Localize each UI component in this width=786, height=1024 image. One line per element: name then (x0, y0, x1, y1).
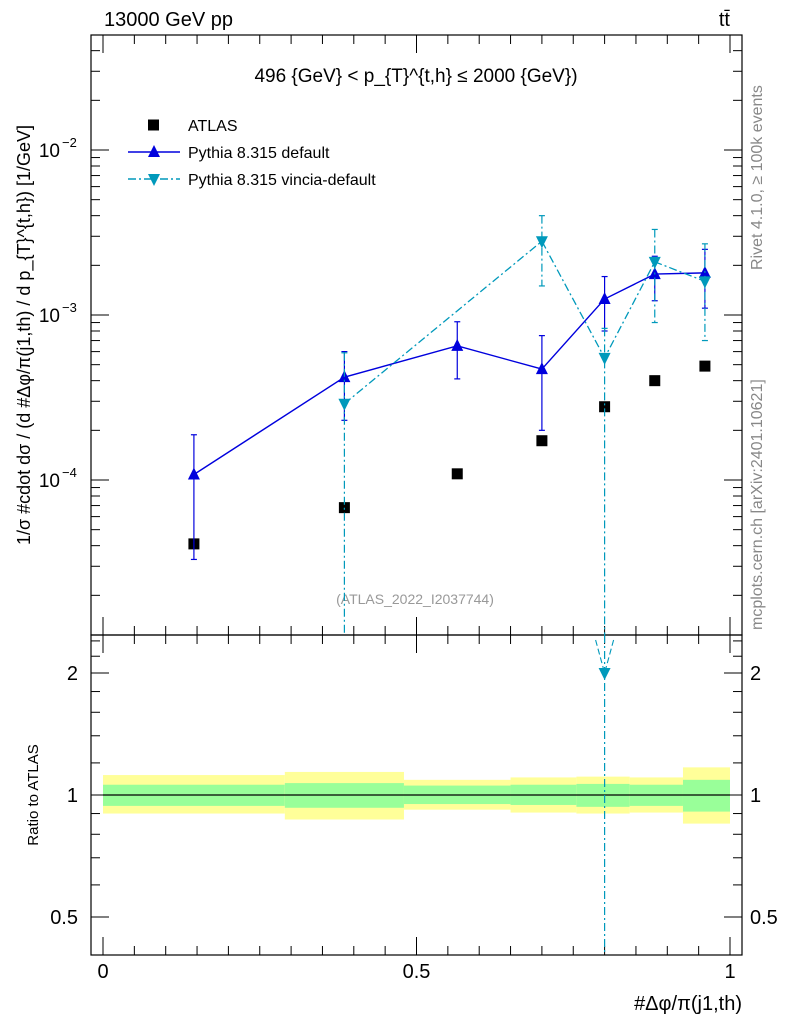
atlas-data-point (699, 360, 711, 372)
legend-entry: ATLAS (148, 118, 238, 135)
atlas-data-point (451, 468, 463, 480)
legend-entry: Pythia 8.315 default (128, 145, 330, 162)
ratio-bands (103, 767, 730, 824)
x-tick-label: 0 (97, 961, 108, 983)
y-tick-label-exponent: −3 (62, 300, 77, 315)
axis-ticks: 10−410−310 −20.5 0.51 12 20 0.5 1 (39, 35, 778, 983)
legend-label: Pythia 8.315 vincia-default (188, 172, 376, 189)
pythia-vincia-data-point (648, 256, 661, 269)
ratio-tick-label-left: 0.5 (50, 907, 78, 929)
legend-entry: Pythia 8.315 vincia-default (128, 172, 376, 189)
pythia-vincia-data-point (338, 398, 351, 411)
ratio-vincia-data-point (598, 668, 611, 680)
y-tick-labels: 10−410−310−2 (39, 135, 77, 492)
ratio-y-axis-label: Ratio to ATLAS (25, 744, 42, 845)
pythia-vincia-data-point (598, 352, 611, 365)
atlas-data-point (338, 502, 350, 514)
x-tick-label: 1 (724, 961, 735, 983)
legend-label: Pythia 8.315 default (188, 145, 330, 162)
pythia-default-data-point (187, 467, 200, 480)
x-axis-label: #Δφ/π(j1,th) (634, 993, 742, 1015)
pythia-default-data-point (451, 338, 464, 351)
ratio-tick-label-right: 0.5 (750, 907, 778, 929)
process-label: tt̄ (719, 9, 731, 31)
pythia-default-data-point (598, 292, 611, 305)
ratio-vincia-connector (595, 639, 606, 674)
rivet-label: Rivet 4.1.0, ≥ 100k events (749, 85, 766, 270)
pythia-vincia-data-point (698, 276, 711, 289)
y-tick-label: 10 (39, 141, 60, 162)
pythia-vincia-data-point (535, 236, 548, 249)
pythia-default-line (193, 272, 705, 476)
atlas-data-point (649, 375, 661, 387)
legend-marker (148, 145, 160, 157)
y-tick-label: 10 (39, 306, 60, 327)
y-axis-label: 1/σ #cdot dσ / (d #Δφ/π(j1,th) / d p_{T}… (14, 125, 35, 545)
source-label: mcplots.cern.ch [arXiv:2401.10621] (749, 379, 766, 630)
legend: ATLAS Pythia 8.315 default Pythia 8.315 vi… (128, 118, 376, 189)
y-tick-label: 10 (39, 471, 60, 492)
analysis-label: (ATLAS_2022_I2037744) (336, 591, 494, 607)
y-tick-label-exponent: −4 (62, 465, 77, 480)
ratio-tick-label-left: 2 (67, 663, 78, 685)
atlas-data-point (536, 435, 548, 447)
energy-label: 13000 GeV pp (104, 9, 233, 31)
ratio-vincia-connector (604, 639, 615, 674)
legend-marker (148, 174, 160, 186)
ratio-tick-label-right: 2 (750, 663, 761, 685)
ratio-tick-label-left: 1 (67, 785, 78, 807)
ratio-inner-band (682, 779, 730, 812)
legend-marker (148, 119, 159, 131)
chart-title: 496 {GeV} < p_{T}^{t,h} ≤ 2000 {GeV}) (254, 66, 577, 87)
atlas-data-point (599, 401, 611, 413)
x-tick-label: 0.5 (403, 961, 431, 983)
legend-label: ATLAS (188, 118, 238, 135)
pythia-default-data-point (535, 362, 548, 375)
ratio-tick-label-right: 1 (750, 785, 761, 807)
series-layer (187, 215, 711, 955)
y-tick-label-exponent: −2 (62, 135, 77, 150)
